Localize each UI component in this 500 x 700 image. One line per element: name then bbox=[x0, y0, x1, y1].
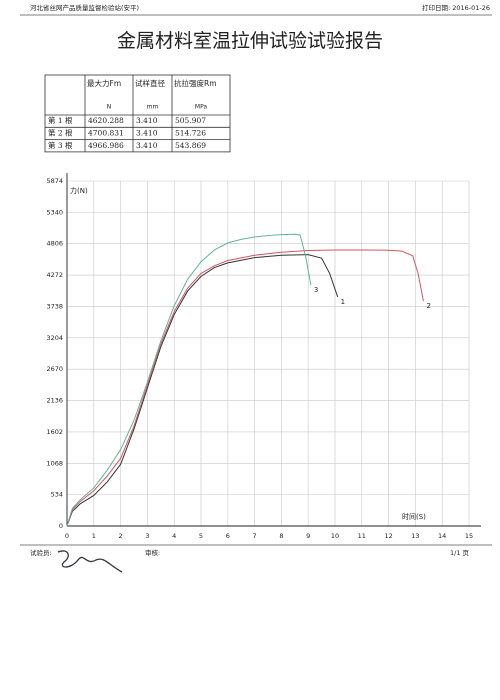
reviewer-label: 审核: bbox=[145, 548, 160, 557]
x-tick-label: 12 bbox=[384, 532, 392, 540]
series-line bbox=[66, 254, 339, 527]
series-label: 3 bbox=[314, 286, 318, 294]
series-label: 1 bbox=[341, 298, 345, 306]
y-tick-label: 534 bbox=[51, 491, 63, 499]
org-name: 河北省丝网产品质量监督检验站(安平) bbox=[30, 3, 139, 12]
y-tick-label: 1068 bbox=[46, 459, 63, 467]
table-value: 4620.288 bbox=[88, 116, 124, 125]
table-value: 4700.831 bbox=[88, 128, 124, 137]
y-tick-label: 4272 bbox=[46, 271, 63, 279]
table-value: 505.907 bbox=[175, 116, 206, 125]
page-number: 1/1 页 bbox=[450, 549, 470, 557]
y-tick-label: 5874 bbox=[46, 177, 63, 185]
x-tick-label: 0 bbox=[65, 532, 69, 540]
x-tick-label: 1 bbox=[92, 532, 96, 540]
x-tick-label: 6 bbox=[226, 532, 230, 540]
column-name: 试样直径 bbox=[135, 78, 165, 88]
x-tick-label: 7 bbox=[253, 532, 257, 540]
row-label: 第 1 根 bbox=[48, 115, 73, 125]
series-line bbox=[66, 233, 312, 527]
y-tick-label: 5340 bbox=[46, 208, 63, 216]
tester-label: 试验员: bbox=[30, 548, 52, 557]
x-tick-label: 3 bbox=[145, 532, 149, 540]
signature bbox=[57, 550, 123, 573]
y-tick-label: 3204 bbox=[46, 334, 63, 342]
column-name: 最大力Fm bbox=[87, 78, 121, 88]
x-tick-label: 13 bbox=[411, 532, 419, 540]
x-tick-label: 2 bbox=[119, 532, 123, 540]
x-tick-label: 8 bbox=[279, 532, 283, 540]
table-value: 3.410 bbox=[136, 141, 158, 150]
x-tick-label: 10 bbox=[331, 532, 339, 540]
series-label: 2 bbox=[426, 302, 430, 310]
report-title: 金属材料室温拉伸试验试验报告 bbox=[117, 30, 383, 52]
x-tick-label: 4 bbox=[172, 532, 176, 540]
column-unit: MPa bbox=[195, 104, 208, 111]
row-label: 第 3 根 bbox=[48, 140, 73, 150]
y-tick-label: 4806 bbox=[46, 240, 63, 248]
y-tick-label: 1602 bbox=[46, 428, 63, 436]
table-value: 4966.986 bbox=[88, 141, 124, 150]
table-border bbox=[44, 74, 231, 153]
column-name: 抗拉强度Rm bbox=[174, 78, 217, 88]
x-tick-label: 15 bbox=[465, 532, 473, 540]
x-tick-label: 9 bbox=[306, 532, 310, 540]
row-label: 第 2 根 bbox=[48, 127, 73, 137]
table-value: 3.410 bbox=[136, 128, 158, 137]
column-unit: mm bbox=[147, 104, 159, 111]
y-tick-label: 2136 bbox=[46, 397, 63, 405]
y-tick-label: 2670 bbox=[46, 365, 63, 373]
y-tick-label: 3738 bbox=[46, 302, 63, 310]
print-date: 打印日期: 2016-01-26 bbox=[422, 3, 490, 12]
series-line bbox=[66, 249, 424, 527]
x-tick-label: 14 bbox=[438, 532, 446, 540]
y-axis-label: 力(N) bbox=[70, 186, 88, 195]
table-value: 543.869 bbox=[175, 141, 206, 150]
x-axis-label: 时间(S) bbox=[402, 512, 426, 521]
table-value: 3.410 bbox=[136, 116, 158, 125]
x-tick-label: 11 bbox=[358, 532, 366, 540]
column-unit: N bbox=[107, 104, 112, 111]
x-tick-label: 5 bbox=[199, 532, 203, 540]
table-value: 514.726 bbox=[175, 128, 206, 137]
y-tick-label: 0 bbox=[59, 522, 63, 530]
